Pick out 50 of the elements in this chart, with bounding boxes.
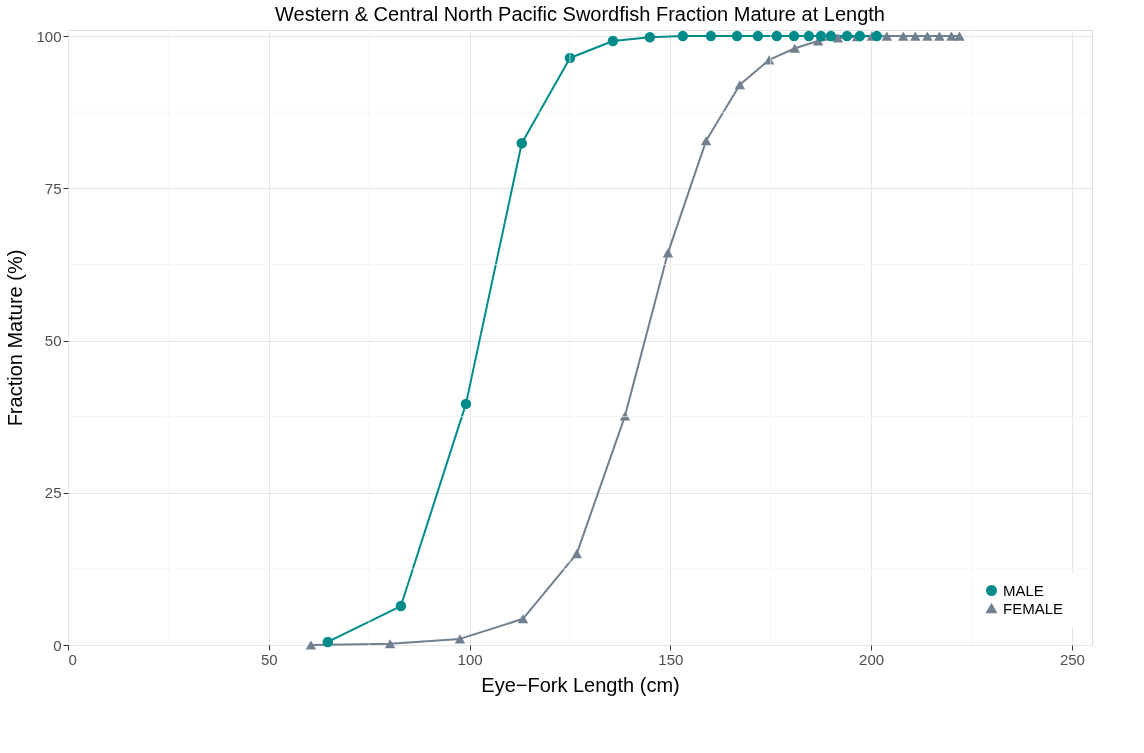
point: [841, 30, 853, 42]
y-tick-label: 75: [44, 179, 62, 197]
point: [517, 614, 529, 624]
point: [946, 31, 957, 41]
point: [460, 398, 472, 410]
y-axis-title: Fraction Mature (%): [4, 249, 27, 427]
point: [954, 31, 965, 41]
point: [395, 600, 407, 612]
point: [934, 31, 945, 41]
point: [705, 30, 717, 42]
point: [571, 549, 583, 559]
point: [788, 30, 800, 42]
point: [516, 138, 528, 149]
point: [771, 30, 783, 42]
point: [305, 640, 317, 650]
y-tick-label: 0: [53, 636, 62, 654]
point: [607, 35, 619, 47]
point: [644, 32, 656, 43]
chart-title: Western & Central North Pacific Swordfish Fraction Mature at Length: [275, 3, 885, 26]
y-tick-label: 25: [44, 484, 62, 502]
point: [454, 634, 466, 644]
x-tick-label: 250: [1059, 650, 1085, 668]
point: [700, 136, 712, 146]
point: [731, 30, 743, 42]
x-axis-title: Eye−Fork Length (cm): [481, 673, 680, 696]
point: [677, 30, 689, 42]
point: [898, 31, 909, 41]
x-tick-label: 150: [658, 650, 684, 668]
y-tick-label: 100: [36, 27, 62, 45]
point: [815, 30, 827, 42]
point: [803, 30, 815, 42]
point: [384, 639, 396, 649]
x-tick-label: 50: [260, 650, 278, 668]
x-tick-label: 200: [859, 650, 885, 668]
point: [752, 30, 764, 42]
point: [322, 636, 334, 648]
y-tick-label: 50: [44, 332, 62, 350]
point: [619, 411, 631, 421]
point: [871, 30, 882, 42]
point: [734, 80, 746, 90]
legend-label: MALE: [1003, 581, 1044, 599]
point: [662, 248, 674, 258]
point: [881, 31, 893, 41]
point: [910, 31, 921, 41]
x-tick-label: 0: [68, 650, 77, 668]
x-tick-label: 100: [457, 650, 483, 668]
legend-label: FEMALE: [1003, 599, 1064, 617]
point: [825, 30, 837, 42]
point: [789, 43, 801, 53]
point: [922, 31, 933, 41]
